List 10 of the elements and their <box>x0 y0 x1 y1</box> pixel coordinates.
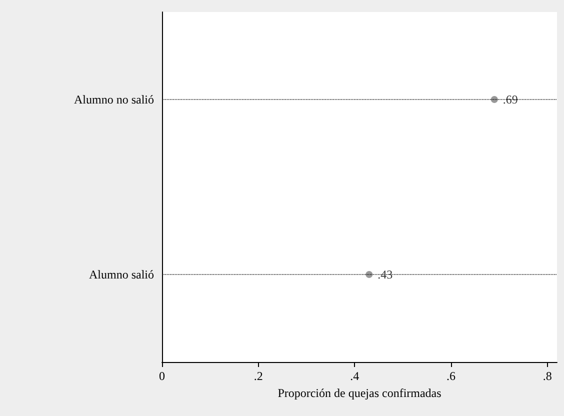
x-tick-label: .8 <box>542 369 552 383</box>
y-tick-label: Alumno salió <box>89 268 154 282</box>
x-tick-label: .2 <box>254 369 263 383</box>
data-label: .43 <box>378 268 393 282</box>
x-tick-label: 0 <box>159 369 165 383</box>
x-axis-title: Proporción de quejas confirmadas <box>278 386 442 400</box>
x-tick-label: .4 <box>350 369 360 383</box>
x-tick-label: .6 <box>446 369 456 383</box>
data-label: .69 <box>502 92 518 106</box>
y-tick-label: Alumno no salió <box>74 92 154 106</box>
